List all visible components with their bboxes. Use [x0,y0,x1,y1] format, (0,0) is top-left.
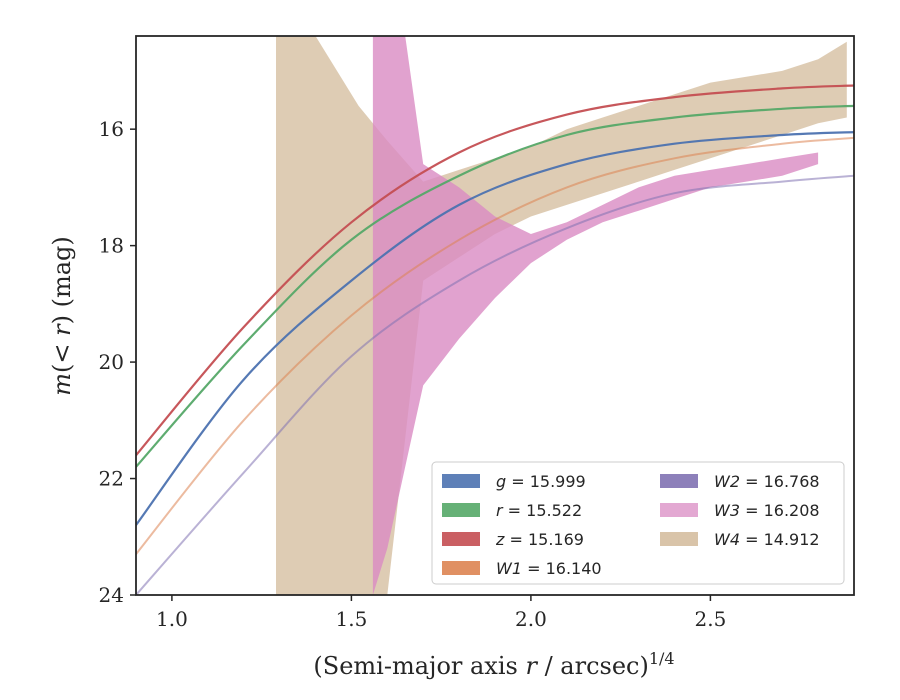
legend-label-r: r = 15.522 [496,501,582,520]
curve-w1 [136,136,854,555]
y-axis: 16 18 20 22 24 [99,117,136,607]
legend-label-w3: W3 = 16.208 [714,501,820,520]
legend-label-g: g = 15.999 [496,472,586,491]
legend-label-w4: W4 = 14.912 [714,530,820,549]
legend-swatch-r [442,503,480,517]
x-tick-label: 2.5 [694,607,726,631]
x-tick-label: 1.5 [335,607,367,631]
legend-label-z: z = 15.169 [495,530,584,549]
legend: g = 15.999 r = 15.522 z = 15.169 W1 = 16.14… [431,461,845,585]
curve-g [136,131,854,526]
band-w3 [372,36,819,595]
x-tick-label: 1.0 [156,607,188,631]
legend-swatch-w2 [660,474,698,488]
y-tick-label: 22 [99,467,124,491]
plot-area [136,36,854,595]
y-tick-label: 16 [99,117,124,141]
y-tick-label: 20 [99,350,124,374]
x-axis: 1.0 1.5 2.0 2.5 [156,595,726,631]
legend-label-w2: W2 = 16.768 [714,472,820,491]
y-tick-label: 24 [99,583,124,607]
curve-z [136,84,854,457]
curve-w2 [136,174,854,595]
y-axis-label: m(< r) (mag) [48,236,76,396]
x-tick-label: 2.0 [515,607,547,631]
legend-swatch-z [442,532,480,546]
x-axis-label: (Semi-major axis r / arcsec)1/4 [313,649,674,680]
plot-frame [135,35,855,596]
legend-swatch-w1 [442,561,480,575]
y-tick-label: 18 [99,234,124,258]
legend-swatch-g [442,474,480,488]
legend-box [431,461,845,585]
legend-swatch-w3 [660,503,698,517]
legend-label-w1: W1 = 16.140 [496,559,602,578]
curve-r [136,104,854,468]
legend-swatch-w4 [660,532,698,546]
